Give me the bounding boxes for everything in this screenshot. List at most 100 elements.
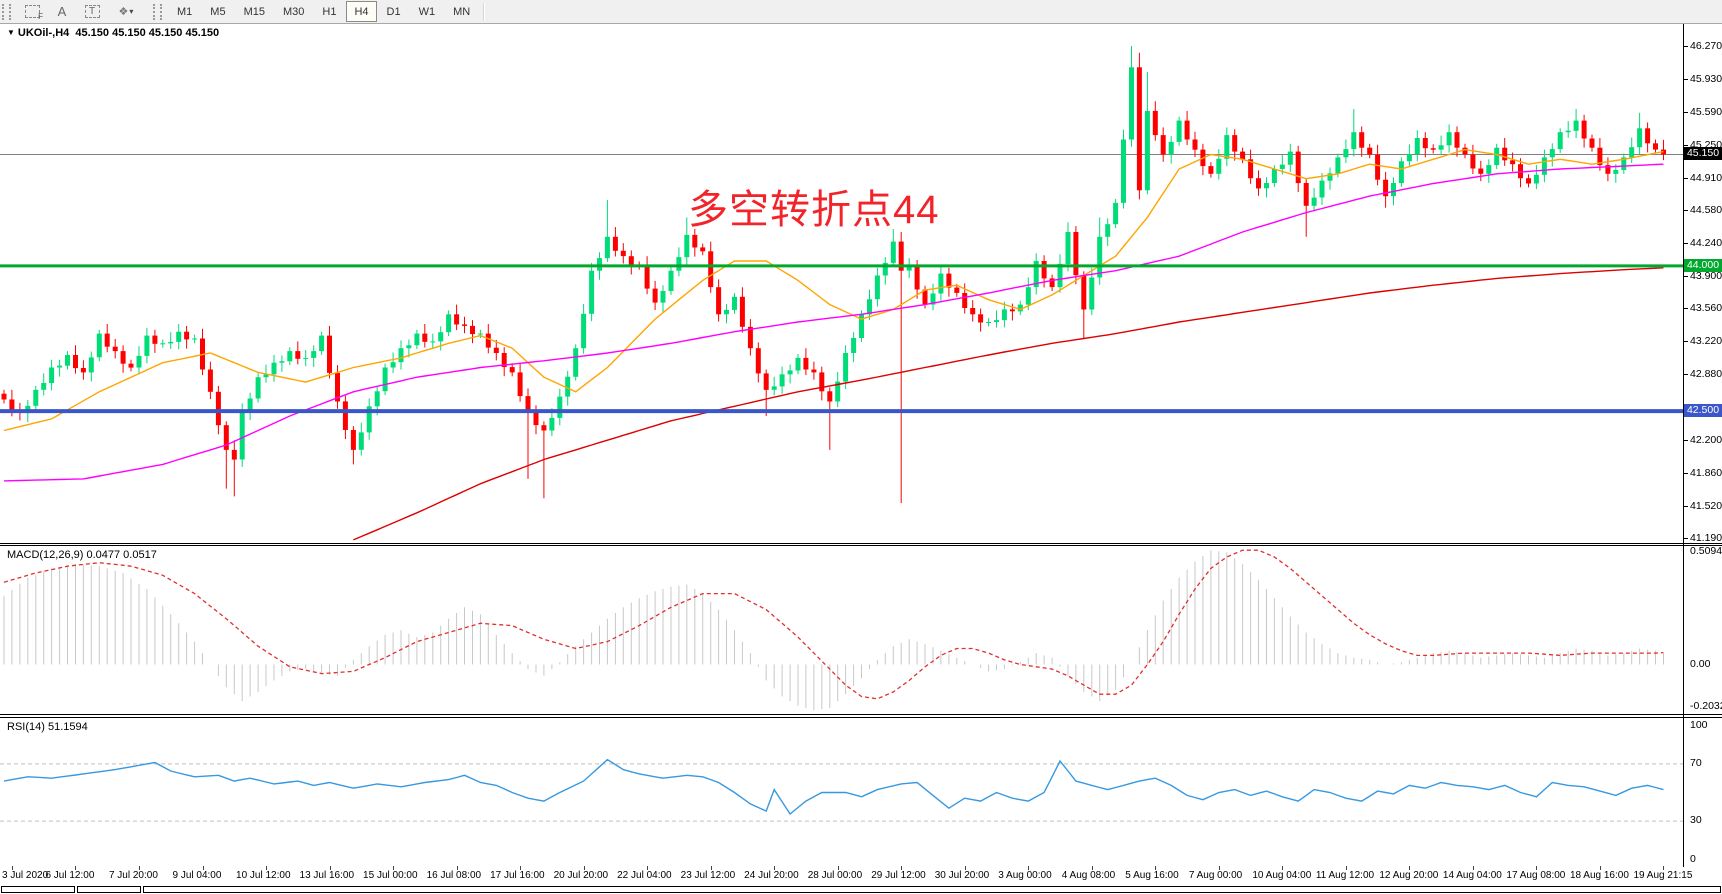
timeframe-button-m1[interactable]: M1: [177, 5, 193, 18]
timeframe-button-d1[interactable]: D1: [386, 5, 401, 18]
date-axis-label: 3 Aug 00:00: [998, 870, 1052, 881]
arrow-objects-tool-button[interactable]: ❖ ▾: [108, 1, 144, 22]
timeframe-button-m15[interactable]: M15: [243, 5, 265, 18]
fibonacci-grid-icon-letter: F: [38, 12, 43, 21]
timeframe-button-m30[interactable]: M30: [282, 5, 305, 18]
date-axis-label: 14 Aug 04:00: [1442, 870, 1502, 881]
date-axis-tick: [1599, 866, 1601, 870]
price-axis-label: 44.240: [1690, 236, 1722, 249]
date-axis-label: 10 Aug 04:00: [1252, 870, 1312, 881]
date-axis-tick: [1028, 866, 1030, 870]
text-tool-button[interactable]: T: [78, 1, 106, 22]
date-axis-label: 9 Jul 04:00: [172, 870, 222, 881]
bottom-scrollbar-segment[interactable]: [143, 886, 1721, 893]
text-label-icon: A: [57, 4, 67, 19]
indicator-axis-label: 0.00: [1690, 657, 1711, 670]
date-axis-tick: [964, 866, 966, 870]
date-axis-label: 11 Aug 12:00: [1315, 870, 1375, 881]
date-axis-tick: [647, 866, 649, 870]
date-axis-tick: [1345, 866, 1347, 870]
macd-plot[interactable]: [0, 546, 1683, 714]
price-tag-45.150: 45.150: [1684, 147, 1722, 161]
rsi-label: RSI(14): [7, 721, 45, 733]
timeframe-button-m5[interactable]: M5: [210, 5, 226, 18]
date-axis-tick: [1536, 866, 1538, 870]
toolbar-grip[interactable]: [2, 3, 11, 20]
price-axis-label: 43.900: [1690, 269, 1722, 282]
price-tag-42.500: 42.500: [1684, 404, 1722, 418]
date-axis-tick: [1472, 866, 1474, 870]
date-axis-tick: [901, 866, 903, 870]
arrow-objects-dropdown-caret[interactable]: ▾: [129, 7, 134, 16]
macd-panel[interactable]: MACD(12,26,9) 0.0477 0.0517: [0, 545, 1722, 715]
price-axis-tick: [1683, 275, 1688, 277]
timeframe-button-mn[interactable]: MN: [453, 5, 471, 18]
date-axis-tick: [1409, 866, 1411, 870]
date-axis-tick: [456, 866, 458, 870]
price-axis-label: 42.880: [1690, 368, 1722, 381]
fibonacci-grid-tool-button[interactable]: F: [18, 1, 46, 22]
price-axis-separator: [1683, 24, 1684, 867]
date-axis-tick: [1663, 866, 1665, 870]
date-axis-label: 28 Jul 00:00: [807, 870, 863, 881]
rsi-plot[interactable]: [0, 718, 1683, 867]
timeframe-button-h4[interactable]: H4: [346, 1, 377, 22]
date-axis-label: 19 Aug 21:15: [1633, 870, 1693, 881]
main-chart-plot[interactable]: [0, 24, 1683, 543]
price-axis-tick: [1683, 374, 1688, 376]
date-axis[interactable]: 3 Jul 2020 6 Jul 12:00 7 Jul 20:00 9 Jul 04…: [0, 866, 1722, 886]
price-axis-label: 44.910: [1690, 171, 1722, 184]
date-axis-tick: [393, 866, 395, 870]
bottom-scrollbar-segment[interactable]: [77, 886, 141, 893]
date-axis-label: 20 Jul 20:00: [553, 870, 609, 881]
toolbar-grip-2[interactable]: [153, 3, 162, 20]
date-axis-label: 4 Aug 08:00: [1061, 870, 1116, 881]
date-axis-label: 18 Aug 16:00: [1569, 870, 1629, 881]
rsi-panel[interactable]: RSI(14) 51.1594: [0, 717, 1722, 868]
date-axis-tick: [329, 866, 331, 870]
price-axis-tick: [1683, 440, 1688, 442]
fibonacci-grid-icon: [24, 5, 40, 18]
price-axis-label: 46.270: [1690, 40, 1722, 52]
arrow-objects-icon: ❖: [118, 6, 129, 18]
date-axis-tick: [520, 866, 522, 870]
price-axis-label: 45.590: [1690, 105, 1722, 118]
price-axis-tick: [1683, 506, 1688, 508]
date-axis-label: 15 Jul 00:00: [363, 870, 418, 881]
indicator-axis-label: 70: [1690, 756, 1702, 769]
date-axis-tick: [837, 866, 839, 870]
timeframe-button-w1[interactable]: W1: [418, 5, 436, 18]
indicator-axis-label: 30: [1690, 814, 1702, 827]
date-axis-label: 29 Jul 12:00: [871, 870, 926, 881]
date-axis-tick: [1282, 866, 1284, 870]
date-axis-tick: [266, 866, 268, 870]
timeframe-button-h1[interactable]: H1: [322, 5, 337, 18]
date-axis-tick: [202, 866, 204, 870]
rsi-value: 51.1594: [47, 721, 88, 733]
collapse-icon[interactable]: ▼: [7, 28, 15, 37]
chart-annotation-text[interactable]: 多空转折点44: [688, 188, 940, 232]
price-axis-label: 42.200: [1690, 434, 1722, 447]
date-axis-tick: [710, 866, 712, 870]
indicator-axis-label: -0.2032: [1690, 700, 1722, 712]
date-axis-label: 10 Jul 12:00: [236, 870, 291, 881]
bottom-scrollbar-segment[interactable]: [1, 886, 75, 893]
bottom-scrollbar[interactable]: [0, 886, 1722, 894]
symbol-ohlc-text: UKOil-,H4 45.150 45.150 45.150 45.150: [17, 27, 220, 39]
date-axis-label: 7 Aug 00:00: [1188, 870, 1243, 881]
price-axis-label: 41.520: [1690, 500, 1722, 513]
date-axis-label: 3 Jul 2020: [2, 870, 49, 881]
timeframe-button-group: M1 M5 M15 M30 H1 H4 D1 W1 MN: [168, 1, 479, 22]
price-axis-label: 41.860: [1690, 467, 1722, 480]
date-axis-label: 5 Aug 16:00: [1125, 870, 1179, 881]
date-axis-label: 17 Jul 16:00: [490, 870, 545, 881]
date-axis-label: 30 Jul 20:00: [934, 870, 990, 881]
text-label-tool-button[interactable]: A: [48, 1, 76, 22]
date-axis-tick: [1091, 866, 1093, 870]
main-chart-panel[interactable]: ▼ UKOil-,H4 45.150 45.150 45.150 45.150 多…: [0, 24, 1722, 544]
indicator-axis-label: 100: [1690, 719, 1708, 731]
price-axis-tick: [1683, 78, 1688, 80]
date-axis-label: 6 Jul 12:00: [45, 870, 95, 881]
date-axis-tick: [11, 866, 13, 870]
price-axis-label: 43.220: [1690, 335, 1722, 348]
